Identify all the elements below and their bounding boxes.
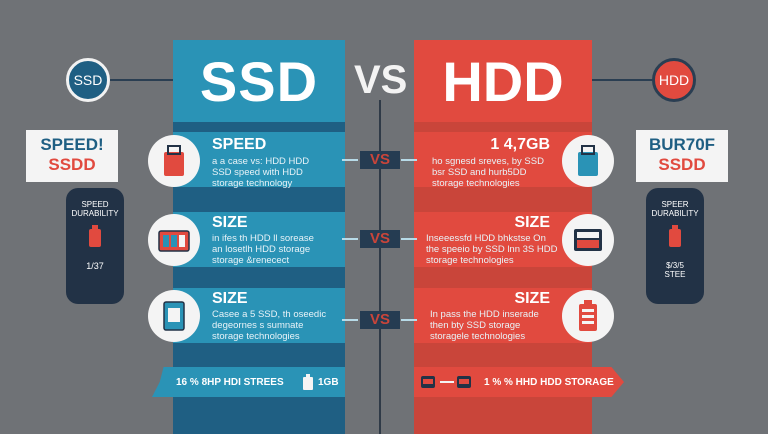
row-arrow-left	[342, 319, 358, 321]
header-vs: VS	[354, 58, 408, 102]
row-vs: VS	[360, 230, 400, 248]
hdd-card-line2: SSDD	[658, 155, 706, 174]
drive-icon	[89, 225, 101, 247]
row-arrow-left	[342, 238, 358, 240]
ssd-row-icon-circle	[148, 214, 200, 266]
ssd-label-card: SPEED! SSDD	[26, 130, 118, 182]
hdd-pill-number: $/3/5 STEE	[664, 261, 686, 279]
ssd-row-title: SPEED	[212, 136, 267, 153]
hdd-row-text: Inseeessfd HDD bhkstse On the speeio by …	[426, 233, 558, 266]
hdd-row-title: SIZE	[514, 214, 550, 231]
hdd-header: HDD	[414, 40, 592, 122]
ssd-badge-label: SSD	[73, 72, 103, 88]
ssd-row-icon-circle	[148, 290, 200, 342]
hdd-pill-text: SPEER DURABILITY	[651, 200, 699, 218]
left-connector-line	[108, 79, 174, 81]
hdd-label-card: BUR70F SSDD	[636, 130, 728, 182]
ssd-pill-text: SPEED DURABILITY	[71, 200, 119, 218]
ssd-row-text: in ifes th HDD ll sorease an losetlh HDD…	[212, 233, 314, 266]
row-arrow-right	[401, 238, 417, 240]
hdd-drive-icon	[578, 145, 598, 176]
ssd-card-line2: SSDD	[48, 155, 96, 174]
ssd-header-title: SSD	[199, 49, 319, 113]
right-connector-line	[592, 79, 654, 81]
row-arrow-right	[401, 319, 417, 321]
hdd-row-title: 1 4,7GB	[490, 136, 550, 153]
ssd-row-band	[173, 132, 345, 187]
ssd-row-text: a a case vs: HDD HDD SSD speed with HDD …	[212, 156, 310, 189]
ssd-row-title: SIZE	[212, 290, 248, 307]
hdd-header-title: HDD	[442, 49, 564, 113]
ssd-badge: SSD	[66, 58, 110, 102]
drive-icon	[669, 225, 681, 247]
ssd-row-band	[173, 288, 345, 343]
hdd-row-icon-circle	[562, 214, 614, 266]
hdd-badge: HDD	[652, 58, 696, 102]
hdd-bottom-text: 1 % % HHD HDD STORAGE	[484, 377, 614, 388]
hdd-disk-icon	[574, 229, 602, 251]
hdd-badge-label: HDD	[658, 72, 690, 88]
ssd-bottom-extra: 1GB	[318, 377, 339, 388]
hdd-row-icon-circle	[562, 290, 614, 342]
ssd-row-title: SIZE	[212, 214, 248, 231]
ssd-info-pill: SPEED DURABILITY 1/37	[66, 188, 124, 304]
hdd-row-icon-circle	[562, 135, 614, 187]
row-vs: VS	[360, 311, 400, 329]
ssd-header: SSD	[173, 40, 345, 122]
hdd-card-line1: BUR70F	[648, 135, 716, 154]
ssd-card-line1: SPEED!	[40, 135, 104, 154]
hdd-disk-pair-icon	[421, 376, 471, 388]
ssd-row-icon-circle	[148, 135, 200, 187]
ssd-row-band	[173, 212, 345, 267]
hdd-row-text: In pass the HDD inserade then bty SSD st…	[430, 309, 539, 342]
hdd-row-text: ho sgnesd sreves, by SSD bsr SSD and hur…	[432, 156, 544, 189]
row-vs: VS	[360, 151, 400, 169]
ssd-row-text: Casee a 5 SSD, th oseedic degeornes s su…	[212, 309, 327, 342]
hdd-row-title: SIZE	[514, 290, 550, 307]
ssd-card-icon	[163, 301, 185, 331]
hdd-info-pill: SPEER DURABILITY $/3/5 STEE	[646, 188, 704, 304]
ssd-bottom-text: 16 % 8HP HDI STREES	[176, 377, 284, 388]
drive-icon	[303, 374, 313, 390]
ssd-module-icon	[158, 230, 190, 252]
row-arrow-left	[342, 159, 358, 161]
ssd-drive-icon	[164, 145, 184, 176]
center-divider	[379, 100, 381, 434]
ssd-pill-number: 1/37	[86, 261, 104, 271]
row-arrow-right	[401, 159, 417, 161]
hdd-battery-icon	[579, 300, 597, 331]
